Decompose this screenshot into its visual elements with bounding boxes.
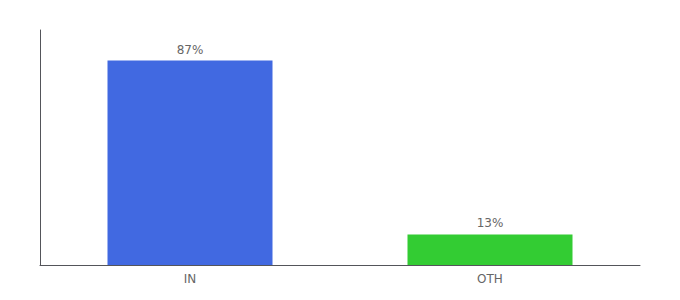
svg-text:IN: IN (184, 272, 197, 286)
svg-text:13%: 13% (477, 216, 504, 230)
svg-text:87%: 87% (177, 43, 204, 57)
svg-text:OTH: OTH (477, 272, 503, 286)
